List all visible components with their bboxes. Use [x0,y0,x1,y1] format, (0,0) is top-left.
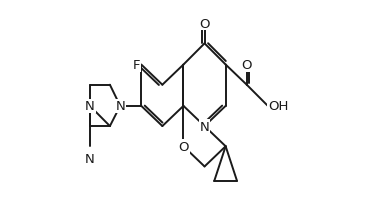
Text: O: O [199,18,210,30]
Text: N: N [85,152,95,165]
Text: O: O [241,59,252,72]
Text: N: N [115,100,125,113]
Text: F: F [133,59,140,72]
Text: N: N [85,100,95,113]
Text: O: O [178,140,189,153]
Text: OH: OH [268,100,288,113]
Text: N: N [200,120,209,133]
